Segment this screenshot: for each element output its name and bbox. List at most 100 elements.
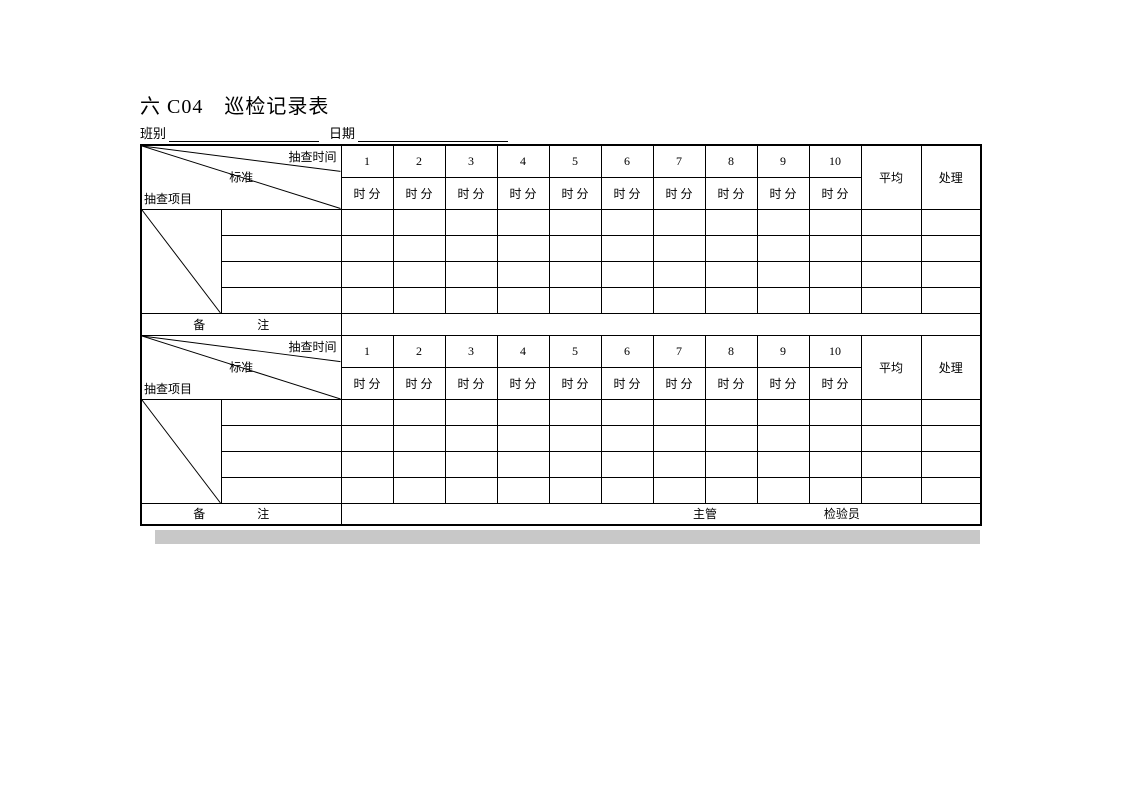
body-cell [705, 287, 757, 313]
body-cell [393, 261, 445, 287]
body-cell [809, 451, 861, 477]
body-cell [757, 287, 809, 313]
body-cell [653, 209, 705, 235]
body-cell [497, 477, 549, 503]
body-cell [497, 261, 549, 287]
body-cell [861, 261, 921, 287]
col-num: 8 [705, 145, 757, 177]
remark-blank-1 [341, 313, 981, 335]
body-cell [809, 425, 861, 451]
col-num: 10 [809, 335, 861, 367]
body-cell [445, 261, 497, 287]
body-cell [601, 261, 653, 287]
body-cell [653, 399, 705, 425]
corner-cell-2: 抽查时间 标准 抽查项目 [141, 335, 341, 399]
body-cell [757, 451, 809, 477]
body-cell [497, 235, 549, 261]
diag-left-1 [141, 209, 221, 313]
body-cell [861, 235, 921, 261]
time-unit: 时 分 [549, 367, 601, 399]
corner-top-right-1: 抽查时间 [288, 148, 336, 165]
col-num: 4 [497, 335, 549, 367]
drop-shadow [155, 530, 980, 544]
body-cell [757, 425, 809, 451]
body-cell [393, 287, 445, 313]
col-num: 6 [601, 335, 653, 367]
body-cell [601, 399, 653, 425]
time-unit: 时 分 [497, 367, 549, 399]
col-num: 4 [497, 145, 549, 177]
corner-bottom-left-2: 抽查项目 [144, 380, 192, 397]
body-cell [221, 451, 341, 477]
body-cell [601, 209, 653, 235]
body-cell [809, 287, 861, 313]
body-cell [921, 477, 981, 503]
body-cell [221, 235, 341, 261]
body-cell [445, 477, 497, 503]
body-cell [809, 235, 861, 261]
body-cell [921, 235, 981, 261]
body-cell [601, 451, 653, 477]
col-num: 1 [341, 335, 393, 367]
col-num: 5 [549, 335, 601, 367]
body-cell [341, 477, 393, 503]
body-cell [653, 451, 705, 477]
body-cell [653, 261, 705, 287]
time-unit: 时 分 [341, 177, 393, 209]
body-cell [861, 209, 921, 235]
shift-label: 班别 [140, 126, 166, 141]
date-blank [358, 128, 508, 142]
col-num: 5 [549, 145, 601, 177]
body-cell [393, 399, 445, 425]
body-cell [705, 451, 757, 477]
body-cell [757, 209, 809, 235]
corner-cell-1: 抽查时间 标准 抽查项目 [141, 145, 341, 209]
time-unit: 时 分 [341, 367, 393, 399]
body-cell [861, 451, 921, 477]
body-cell [809, 399, 861, 425]
body-cell [861, 425, 921, 451]
body-cell [445, 287, 497, 313]
shift-blank [169, 128, 319, 142]
body-cell [393, 451, 445, 477]
body-cell [221, 261, 341, 287]
body-cell [601, 425, 653, 451]
body-cell [341, 425, 393, 451]
time-unit: 时 分 [445, 367, 497, 399]
time-unit: 时 分 [757, 367, 809, 399]
col-num: 6 [601, 145, 653, 177]
body-cell [809, 261, 861, 287]
col-num: 10 [809, 145, 861, 177]
corner-middle-1: 标准 [229, 169, 253, 186]
body-cell [705, 209, 757, 235]
subheader-row: 班别 日期 [140, 123, 980, 142]
date-label: 日期 [329, 126, 355, 141]
inspection-table: 抽查时间 标准 抽查项目 1 2 3 4 5 6 7 8 9 10 平均 处理 … [140, 144, 982, 526]
supervisor-label: 主管 [693, 507, 717, 521]
body-cell [221, 477, 341, 503]
time-unit: 时 分 [601, 367, 653, 399]
time-unit: 时 分 [549, 177, 601, 209]
body-cell [653, 235, 705, 261]
body-cell [601, 477, 653, 503]
body-cell [393, 477, 445, 503]
body-cell [653, 477, 705, 503]
body-cell [221, 425, 341, 451]
time-unit: 时 分 [653, 367, 705, 399]
body-cell [757, 399, 809, 425]
col-num: 7 [653, 335, 705, 367]
footer-row: 主管 检验员 [341, 503, 981, 525]
corner-middle-2: 标准 [229, 359, 253, 376]
body-cell [393, 235, 445, 261]
body-cell [921, 209, 981, 235]
body-cell [341, 261, 393, 287]
body-cell [497, 451, 549, 477]
body-cell [921, 451, 981, 477]
body-cell [921, 399, 981, 425]
body-cell [445, 451, 497, 477]
body-cell [445, 209, 497, 235]
body-cell [497, 425, 549, 451]
col-num: 9 [757, 335, 809, 367]
col-num: 3 [445, 335, 497, 367]
body-cell [549, 399, 601, 425]
